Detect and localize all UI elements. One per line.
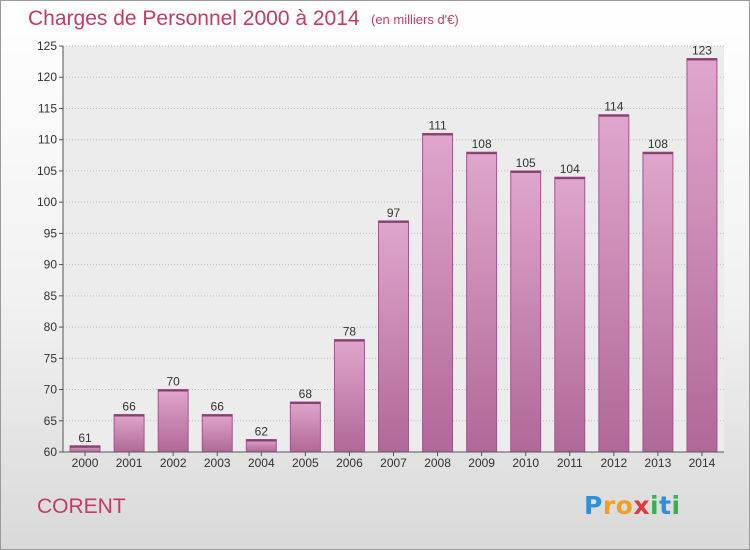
y-tick-label: 70	[44, 383, 58, 397]
chart-subtitle: (en milliers d'€)	[371, 12, 459, 27]
bar-cap-2011	[554, 177, 585, 180]
bar-2006	[333, 339, 365, 453]
bar-2007	[378, 220, 409, 453]
y-tick-label: 80	[44, 320, 58, 334]
bar-2010	[510, 170, 542, 453]
logo-letter: i	[650, 491, 660, 520]
x-tick-label-2013: 2013	[645, 456, 672, 470]
logo-letter: x	[633, 491, 650, 520]
y-tick-label: 90	[44, 258, 58, 272]
x-tick-label-2010: 2010	[512, 456, 539, 470]
x-tick-label-2004: 2004	[248, 456, 275, 470]
bar-cap-2004	[246, 439, 277, 442]
data-labels: 61 66 70 66 62 68 78 97 111 108 105 104 114 108 123	[78, 43, 712, 444]
x-tick-label-2006: 2006	[336, 456, 363, 470]
y-tick-label: 75	[44, 351, 58, 365]
bar-cap-2001	[114, 414, 145, 417]
x-tick-label-2007: 2007	[380, 456, 407, 470]
bar-2011	[554, 176, 586, 453]
y-tick-label: 115	[38, 101, 57, 115]
bar-2001	[113, 414, 145, 453]
x-tick-label-2005: 2005	[292, 456, 319, 470]
y-tick-label: 100	[37, 195, 57, 209]
bar-2012	[598, 114, 630, 453]
x-tick-label-2012: 2012	[600, 456, 627, 470]
data-label-2000: 61	[78, 431, 92, 445]
bars	[69, 57, 718, 453]
y-tick-label: 65	[44, 414, 58, 428]
y-tick-label: 60	[44, 445, 58, 459]
bar-cap-2006	[334, 339, 365, 342]
logo-letter: o	[615, 491, 634, 520]
bar-cap-2000	[70, 445, 101, 448]
x-tick-label-2000: 2000	[72, 456, 99, 470]
x-tick-label-2008: 2008	[424, 456, 451, 470]
bar-cap-2002	[158, 389, 189, 392]
data-label-2008: 111	[428, 118, 447, 132]
bar-2009	[466, 151, 498, 453]
data-label-2004: 62	[255, 425, 269, 439]
bar-cap-2003	[202, 414, 233, 417]
data-label-2003: 66	[211, 400, 225, 414]
data-label-2014: 123	[692, 43, 712, 57]
x-tick-label-2001: 2001	[116, 456, 143, 470]
data-label-2005: 68	[299, 387, 313, 401]
bar-cap-2010	[510, 170, 541, 173]
data-label-2013: 108	[648, 137, 668, 151]
x-tick-label-2014: 2014	[689, 456, 716, 470]
logo-letter: i	[671, 491, 681, 520]
data-label-2007: 97	[387, 206, 401, 220]
x-tick-label-2002: 2002	[160, 456, 187, 470]
bar-cap-2005	[290, 402, 321, 405]
y-tick-label: 105	[37, 164, 57, 178]
bar-cap-2013	[642, 152, 673, 155]
bar-cap-2014	[686, 58, 717, 61]
bar-2013	[642, 151, 674, 453]
bar-cap-2007	[378, 220, 409, 223]
bar-2014	[686, 57, 718, 453]
x-tick-label-2011: 2011	[557, 456, 583, 470]
y-tick-label: 120	[37, 70, 57, 84]
bar-2005	[289, 401, 321, 453]
commune-name: CORENT	[37, 495, 126, 518]
data-label-2012: 114	[604, 100, 623, 114]
data-label-2010: 105	[516, 156, 536, 170]
bar-2008	[422, 132, 454, 453]
bar-cap-2012	[598, 114, 629, 117]
data-label-2011: 104	[560, 162, 580, 176]
x-tick-label-2009: 2009	[468, 456, 495, 470]
bar-2002	[157, 389, 189, 453]
bar-2003	[201, 414, 233, 453]
chart-title: Charges de Personnel 2000 à 2014	[28, 7, 360, 30]
data-label-2006: 78	[343, 325, 357, 339]
logo-letter: r	[602, 491, 616, 520]
logo-letter: t	[659, 491, 672, 520]
data-label-2002: 70	[166, 375, 180, 389]
axes: 60 65 70 75 80 85 90 95 100 105 110 115 120 125 2000 20…	[37, 39, 724, 470]
data-label-2001: 66	[122, 400, 136, 414]
data-label-2009: 108	[472, 137, 492, 151]
bar-cap-2008	[422, 133, 453, 136]
bar-cap-2009	[466, 152, 497, 155]
y-tick-label: 110	[38, 133, 57, 147]
y-tick-label: 95	[44, 226, 58, 240]
y-tick-label: 85	[44, 289, 58, 303]
proxiti-logo: Proxiti	[584, 491, 681, 520]
logo-letter: P	[584, 491, 603, 520]
x-tick-label-2003: 2003	[204, 456, 231, 470]
y-tick-label: 125	[37, 39, 57, 53]
